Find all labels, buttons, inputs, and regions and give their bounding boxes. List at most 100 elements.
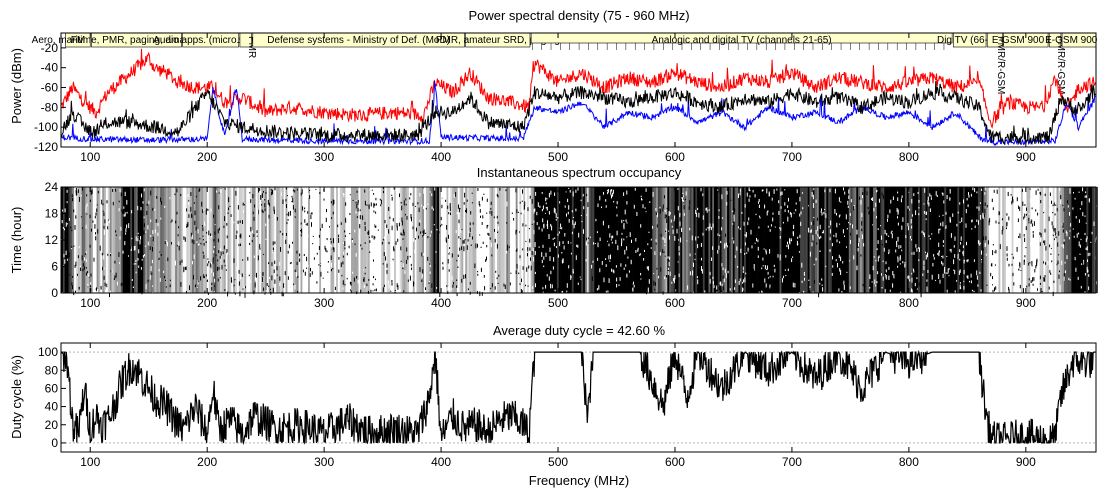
occupancy-speckle [754,242,756,244]
occupancy-speckle [219,255,221,259]
occupancy-speckle [664,244,666,246]
occupancy-speckle [702,232,704,236]
occupancy-speckle [535,192,537,196]
occupancy-speckle [416,227,417,232]
occupancy-speckle [873,256,875,258]
occupancy-speckle [390,290,392,292]
occupancy-column [188,187,191,293]
occupancy-speckle [496,215,498,219]
occupancy-speckle [154,229,156,234]
occupancy-speckle [525,224,527,227]
occupancy-column [611,187,614,293]
occupancy-speckle [160,197,162,202]
occupancy-speckle [1031,198,1033,204]
occupancy-speckle [1084,224,1086,227]
occupancy-speckle [959,249,961,252]
occupancy-ytick-label: 24 [45,180,59,194]
occupancy-speckle [123,214,125,217]
occupancy-speckle [205,274,207,277]
occupancy-speckle [976,275,978,280]
occupancy-speckle [68,252,70,258]
occupancy-speckle [897,212,899,215]
occupancy-speckle [980,215,982,220]
occupancy-speckle [448,252,450,255]
occupancy-column [154,187,157,293]
occupancy-speckle [494,229,495,232]
occupancy-speckle [892,196,894,200]
occupancy-speckle [910,288,912,292]
occupancy-speckle [116,281,118,286]
occupancy-speckle [634,188,636,191]
occupancy-speckle [269,202,270,207]
occupancy-speckle [148,200,150,205]
occupancy-speckle [479,209,481,213]
occupancy-speckle [548,211,550,215]
occupancy-column [923,187,926,293]
occupancy-speckle [142,255,144,258]
occupancy-speckle [550,190,552,195]
occupancy-speckle [918,199,920,203]
occupancy-speckle [882,194,884,199]
occupancy-speckle [103,212,105,217]
occupancy-speckle [907,275,909,279]
occupancy-speckle [449,203,451,208]
occupancy-speckle [733,240,735,244]
occupancy-speckle [195,195,197,198]
occupancy-speckle [844,235,845,237]
xtick-label: 600 [665,296,685,310]
occupancy-speckle [124,241,126,246]
occupancy-speckle [254,277,256,281]
xtick-label: 200 [197,296,217,310]
occupancy-speckle [197,228,199,234]
occupancy-speckle [355,199,357,202]
occupancy-column [450,187,453,293]
occupancy-speckle [1032,234,1034,238]
occupancy-speckle [608,278,610,283]
occupancy-speckle [597,257,599,261]
occupancy-speckle [745,232,747,237]
occupancy-speckle [442,266,444,270]
occupancy-speckle [262,210,264,214]
occupancy-speckle [616,201,618,205]
occupancy-speckle [218,266,220,270]
occupancy-speckle [532,247,534,252]
occupancy-speckle [201,225,203,227]
occupancy-speckle [753,235,754,238]
occupancy-speckle [978,220,979,225]
occupancy-column [946,187,949,293]
occupancy-column [218,187,221,293]
occupancy-speckle [234,292,236,295]
occupancy-column [227,187,230,293]
occupancy-speckle [1024,204,1026,206]
occupancy-speckle [311,212,313,215]
occupancy-speckle [679,229,681,233]
occupancy-speckle [779,292,781,296]
occupancy-speckle [633,204,635,209]
occupancy-speckle [145,231,147,233]
occupancy-speckle [655,208,657,211]
occupancy-speckle [1064,261,1066,264]
occupancy-speckle [1024,237,1026,242]
occupancy-speckle [773,189,775,194]
occupancy-speckle [721,290,723,294]
occupancy-speckle [897,222,899,226]
occupancy-speckle [1023,216,1025,220]
occupancy-speckle [931,233,933,235]
occupancy-speckle [344,283,346,286]
occupancy-speckle [933,257,935,260]
occupancy-speckle [76,191,78,195]
occupancy-speckle [62,227,64,229]
occupancy-speckle [165,279,166,281]
occupancy-speckle [896,243,898,248]
occupancy-speckle [889,289,891,292]
occupancy-column [253,187,256,293]
occupancy-speckle [1031,261,1033,266]
occupancy-speckle [858,196,860,200]
occupancy-speckle [403,229,404,234]
occupancy-column [732,187,735,293]
occupancy-speckle [1065,230,1067,234]
occupancy-speckle [1028,283,1030,287]
occupancy-speckle [678,239,680,241]
occupancy-speckle [877,240,879,244]
occupancy-speckle [1062,229,1064,233]
